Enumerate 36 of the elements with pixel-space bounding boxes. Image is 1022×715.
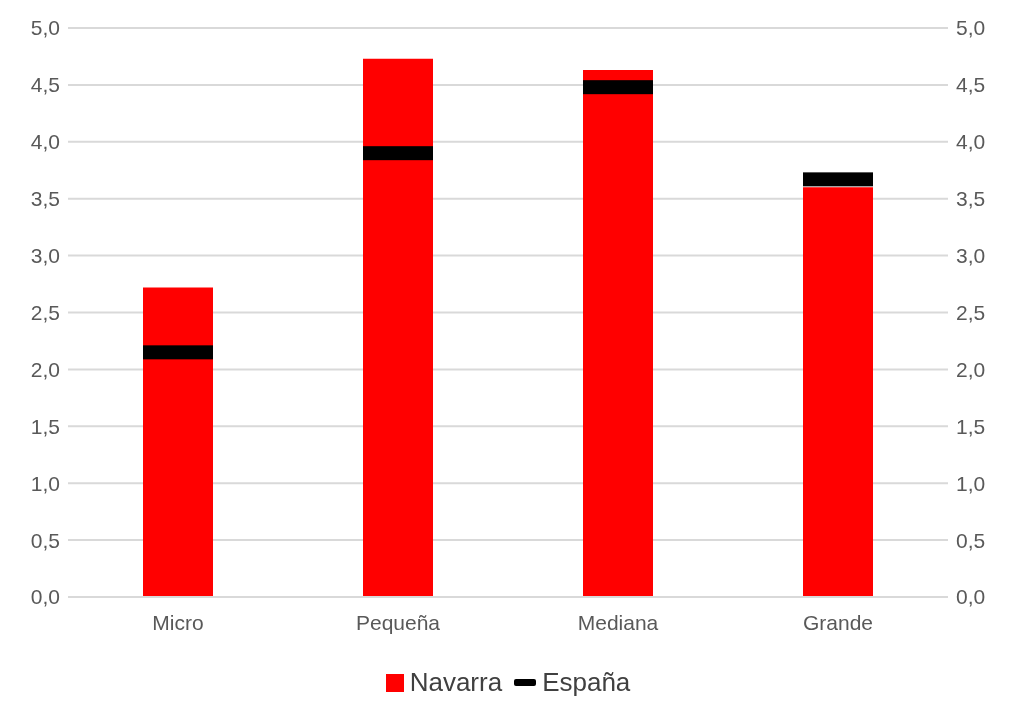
y-tick-label: 3,0 [30, 244, 60, 268]
y-tick-label: 5,0 [30, 16, 60, 40]
y2-tick-label: 2,0 [956, 357, 986, 381]
y-tick-label: 1,5 [30, 414, 60, 438]
point [830, 172, 846, 187]
x-tick-label: Grande [802, 610, 874, 634]
y2-tick-label: 5,0 [956, 16, 986, 40]
y2-tick-label: 1,0 [956, 471, 986, 495]
y-tick-label: 0,0 [30, 585, 60, 609]
y-tick-label: 4,0 [30, 130, 60, 154]
y2-tick-label: 0,5 [956, 528, 986, 552]
legend-label: España [541, 667, 631, 698]
bar [583, 70, 653, 597]
y2-tick-label: 0,0 [956, 585, 986, 609]
bar [143, 287, 213, 597]
point [390, 146, 406, 161]
y-tick-label: 2,0 [30, 357, 60, 381]
y-tick-label: 3,5 [30, 187, 60, 211]
y-tick-label: 4,5 [30, 73, 60, 97]
y2-tick-label: 1,5 [956, 414, 986, 438]
y2-tick-label: 3,5 [956, 187, 986, 211]
y2-tick-label: 2,5 [956, 300, 986, 324]
y2-tick-label: 4,5 [956, 73, 986, 97]
x-tick-label: Micro [152, 610, 204, 634]
bar [803, 187, 873, 597]
point [170, 345, 186, 360]
x-tick-label: Mediana [577, 610, 659, 634]
legend-label: Navarra [408, 667, 503, 698]
point [610, 80, 626, 95]
y-tick-label: 2,5 [30, 300, 60, 324]
y2-tick-label: 3,0 [956, 244, 986, 268]
y-tick-label: 1,0 [30, 471, 60, 495]
x-tick-label: Pequeña [355, 610, 441, 634]
bar [363, 58, 433, 597]
y-tick-label: 0,5 [30, 528, 60, 552]
y2-tick-label: 4,0 [956, 130, 986, 154]
